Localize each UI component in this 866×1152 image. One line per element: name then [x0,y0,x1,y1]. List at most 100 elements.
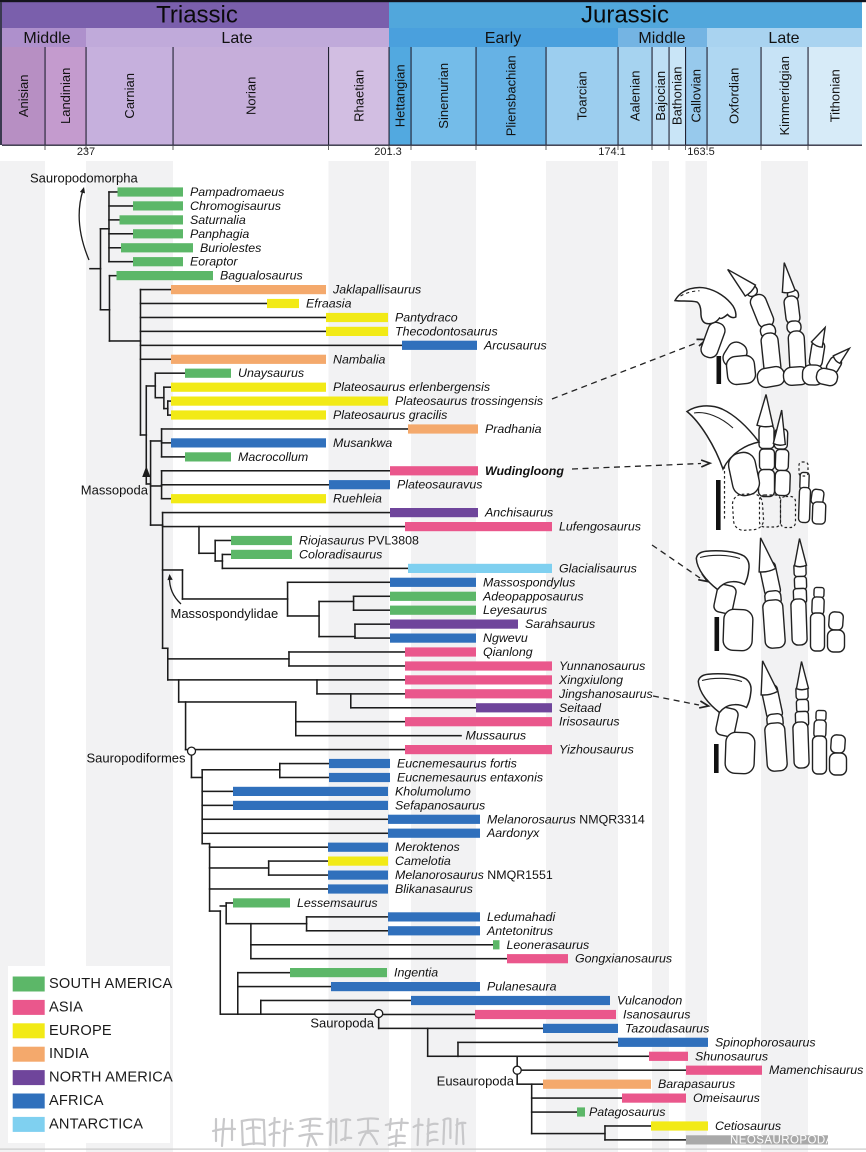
svg-text:Plateosaurus erlenbergensis: Plateosaurus erlenbergensis [333,380,490,394]
svg-text:Musankwa: Musankwa [333,436,392,450]
svg-text:Macrocollum: Macrocollum [238,450,308,464]
svg-text:ASIA: ASIA [49,999,83,1015]
svg-text:Blikanasaurus: Blikanasaurus [395,882,473,896]
svg-text:Patagosaurus: Patagosaurus [589,1105,665,1119]
svg-text:Sauropodomorpha: Sauropodomorpha [30,171,138,186]
svg-text:Ruehleia: Ruehleia [333,492,382,506]
svg-text:Vulcanodon: Vulcanodon [617,994,682,1008]
svg-text:Massospondylus: Massospondylus [483,575,575,589]
svg-text:Eucnemesaurus fortis: Eucnemesaurus fortis [397,757,517,771]
svg-text:Riojasaurus PVL3808: Riojasaurus PVL3808 [299,534,419,548]
svg-text:Shunosaurus: Shunosaurus [695,1049,768,1063]
svg-text:Pradhania: Pradhania [485,422,542,436]
svg-text:Gongxianosaurus: Gongxianosaurus [575,952,672,966]
svg-text:Unaysaurus: Unaysaurus [238,366,304,380]
svg-text:174.1: 174.1 [598,146,626,158]
svg-text:Plateosaurus gracilis: Plateosaurus gracilis [333,408,447,422]
svg-text:NORTH AMERICA: NORTH AMERICA [49,1070,173,1086]
svg-text:Meroktenos: Meroktenos [395,840,460,854]
svg-text:Omeisaurus: Omeisaurus [693,1091,760,1105]
svg-text:Callovian: Callovian [689,69,704,122]
svg-text:Bathonian: Bathonian [670,67,685,126]
svg-text:Massopoda: Massopoda [81,483,149,498]
svg-text:Sinemurian: Sinemurian [436,63,451,129]
svg-text:Early: Early [485,30,521,47]
svg-text:Rhaetian: Rhaetian [351,70,366,122]
svg-text:Ledumahadi: Ledumahadi [487,910,556,924]
svg-text:Sauropoda: Sauropoda [310,1016,374,1031]
svg-text:Leyesaurus: Leyesaurus [483,603,547,617]
svg-text:Bagualosaurus: Bagualosaurus [220,269,303,283]
svg-text:Landinian: Landinian [58,68,73,124]
svg-text:ANTARCTICA: ANTARCTICA [49,1116,143,1132]
svg-text:Barapasaurus: Barapasaurus [658,1077,735,1091]
svg-text:Triassic: Triassic [156,2,238,29]
svg-text:Anisian: Anisian [16,74,31,117]
svg-text:Xingxiulong: Xingxiulong [558,673,623,687]
svg-text:Sarahsaurus: Sarahsaurus [525,617,595,631]
svg-text:Eucnemesaurus entaxonis: Eucnemesaurus entaxonis [397,771,543,785]
svg-text:Seitaad: Seitaad [559,701,602,715]
svg-text:Mussaurus: Mussaurus [466,729,527,743]
svg-text:Oxfordian: Oxfordian [727,68,742,124]
svg-text:Arcusaurus: Arcusaurus [483,338,547,352]
svg-text:Late: Late [221,30,252,47]
svg-text:Plateosaurus trossingensis: Plateosaurus trossingensis [395,394,543,408]
svg-text:Plateosauravus: Plateosauravus [397,478,482,492]
svg-text:Jurassic: Jurassic [581,2,669,29]
svg-text:Sauropodiformes: Sauropodiformes [87,751,186,766]
svg-text:Tithonian: Tithonian [828,69,843,122]
svg-text:Massospondylidae: Massospondylidae [171,606,279,621]
svg-text:Pampadromaeus: Pampadromaeus [190,185,284,199]
svg-text:Pantydraco: Pantydraco [395,311,458,325]
svg-text:Cetiosaurus: Cetiosaurus [715,1119,781,1133]
svg-text:Toarcian: Toarcian [575,71,590,120]
svg-text:Yizhousaurus: Yizhousaurus [559,743,634,757]
svg-text:Spinophorosaurus: Spinophorosaurus [715,1035,816,1049]
svg-text:Carnian: Carnian [122,73,137,119]
svg-text:Sefapanosaurus: Sefapanosaurus [395,798,485,812]
svg-text:Saturnalia: Saturnalia [190,213,246,227]
svg-text:EUROPE: EUROPE [49,1023,112,1039]
svg-text:SOUTH AMERICA: SOUTH AMERICA [49,976,172,992]
svg-text:Qianlong: Qianlong [483,645,533,659]
svg-text:Camelotia: Camelotia [395,854,451,868]
svg-text:163.5: 163.5 [687,146,715,158]
svg-text:Aalenian: Aalenian [628,70,643,121]
svg-text:Leonerasaurus: Leonerasaurus [507,938,590,952]
svg-text:Kholumolumo: Kholumolumo [395,784,471,798]
svg-text:Efraasia: Efraasia [306,297,352,311]
svg-text:Kimmeridgian: Kimmeridgian [777,56,792,135]
svg-text:INDIA: INDIA [49,1046,89,1062]
svg-text:201.3: 201.3 [374,146,402,158]
svg-text:Ngwevu: Ngwevu [483,631,528,645]
svg-text:Irisosaurus: Irisosaurus [559,715,620,729]
svg-text:Late: Late [768,30,799,47]
svg-text:Adeopapposaurus: Adeopapposaurus [482,589,584,603]
svg-text:Middle: Middle [638,30,685,47]
svg-text:Buriolestes: Buriolestes [200,241,261,255]
svg-text:Jaklapallisaurus: Jaklapallisaurus [332,283,421,297]
svg-text:Panphagia: Panphagia [190,227,249,241]
svg-text:Eusauropoda: Eusauropoda [437,1074,515,1089]
svg-text:237: 237 [77,146,95,158]
svg-text:Coloradisaurus: Coloradisaurus [299,547,382,561]
svg-text:NEOSAUROPODA: NEOSAUROPODA [730,1134,834,1146]
svg-text:AFRICA: AFRICA [49,1093,104,1109]
svg-text:Thecodontosaurus: Thecodontosaurus [395,324,498,338]
svg-text:Yunnanosaurus: Yunnanosaurus [559,659,645,673]
svg-text:Melanorosaurus NMQR1551: Melanorosaurus NMQR1551 [395,868,553,882]
svg-text:Bajocian: Bajocian [653,71,668,121]
svg-text:Lufengosaurus: Lufengosaurus [559,520,641,534]
svg-text:Eoraptor: Eoraptor [190,255,238,269]
svg-text:Hettangian: Hettangian [393,64,408,127]
svg-text:Chromogisaurus: Chromogisaurus [190,199,281,213]
svg-text:Melanorosaurus NMQR3314: Melanorosaurus NMQR3314 [487,812,645,826]
svg-text:Isanosaurus: Isanosaurus [623,1008,691,1022]
svg-text:Mamenchisaurus: Mamenchisaurus [769,1063,863,1077]
svg-text:Aardonyx: Aardonyx [486,826,540,840]
svg-text:Wudingloong: Wudingloong [485,464,564,478]
svg-text:Jingshanosaurus: Jingshanosaurus [558,687,653,701]
svg-text:Glacialisaurus: Glacialisaurus [559,561,637,575]
svg-text:Norian: Norian [243,77,258,115]
